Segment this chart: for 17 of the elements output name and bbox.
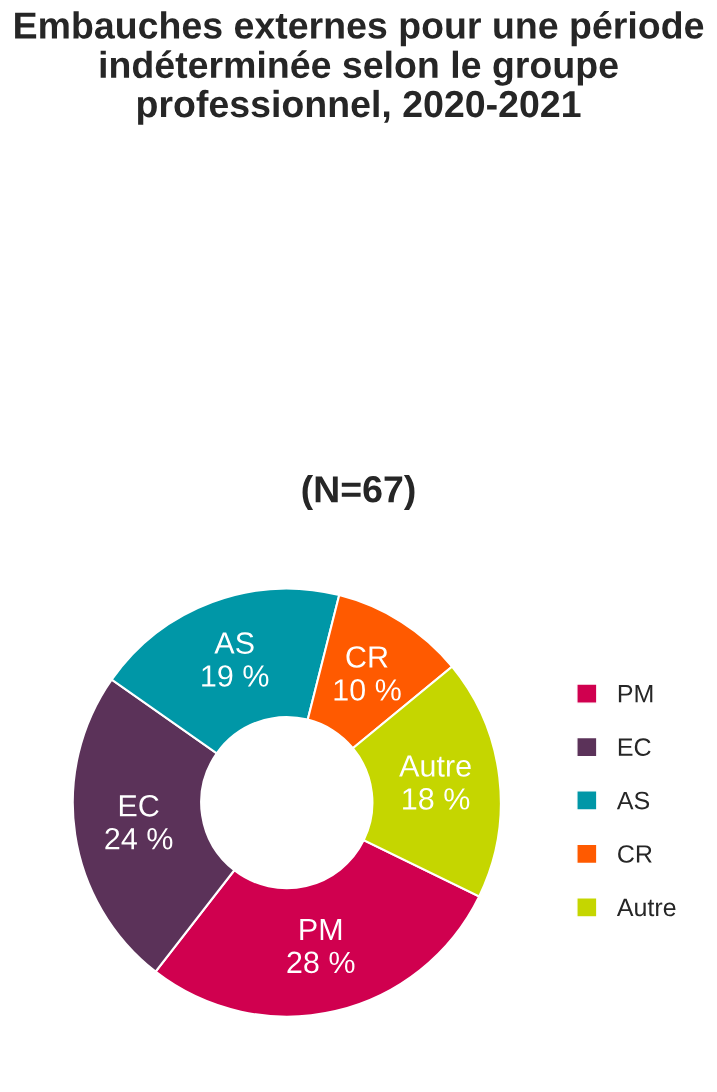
data-label: 28 % — [287, 951, 355, 974]
slice-label: Autre — [399, 755, 471, 777]
data-label: 24 % — [105, 827, 173, 850]
legend-label: EC — [618, 738, 651, 756]
slice-label: PM — [300, 918, 342, 940]
legend-label: Autre — [616, 898, 676, 917]
slice-label: EC — [119, 794, 159, 817]
slice-label: AS — [214, 632, 254, 654]
data-label: 19 % — [202, 665, 269, 687]
legend-label: CR — [618, 845, 652, 863]
data-label: 18 % — [403, 788, 470, 810]
chart-title: Embauches externes pour une période indéterminée selon le groupe professionnel, 2020-2021 — [15, 10, 704, 125]
legend-label: PM — [618, 685, 653, 703]
data-label: 10 % — [334, 679, 401, 701]
legend-label: AS — [616, 791, 650, 810]
chart-subtitle: (N=67) — [302, 475, 415, 510]
slice-label: CR — [346, 646, 388, 668]
